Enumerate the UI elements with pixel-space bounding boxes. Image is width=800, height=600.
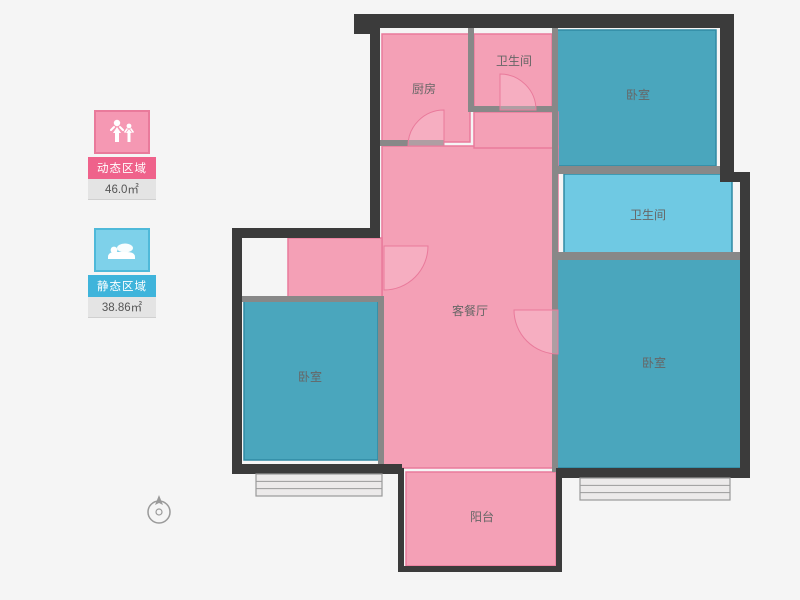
outer-wall-7 bbox=[398, 468, 404, 572]
label-balcony: 阳台 bbox=[470, 509, 494, 524]
outer-wall-11 bbox=[370, 28, 380, 238]
inner-wall-0 bbox=[468, 28, 474, 112]
outer-wall-4 bbox=[558, 468, 750, 478]
window-0 bbox=[256, 474, 382, 496]
outer-wall-5 bbox=[556, 468, 562, 572]
label-bedroom-2: 卧室 bbox=[642, 355, 666, 370]
label-bedroom-1: 卧室 bbox=[626, 87, 650, 102]
label-kitchen: 厨房 bbox=[412, 81, 436, 96]
label-bath-2: 卫生间 bbox=[630, 208, 666, 222]
outer-wall-0 bbox=[354, 14, 734, 28]
label-bedroom-3: 卧室 bbox=[298, 369, 322, 384]
inner-wall-3 bbox=[552, 28, 558, 472]
inner-wall-7 bbox=[242, 296, 382, 302]
label-living: 客餐厅 bbox=[452, 303, 488, 318]
room-hallway bbox=[288, 238, 382, 298]
outer-wall-12 bbox=[354, 14, 380, 34]
window-1 bbox=[580, 478, 730, 500]
outer-wall-10 bbox=[232, 228, 378, 238]
outer-wall-6 bbox=[398, 566, 562, 572]
floor-plan: 厨房卫生间卧室卫生间客餐厅卧室卧室阳台 bbox=[0, 0, 800, 600]
outer-wall-1 bbox=[720, 14, 734, 172]
label-bath-1: 卫生间 bbox=[496, 54, 532, 68]
outer-wall-8 bbox=[232, 464, 402, 474]
outer-wall-3 bbox=[740, 172, 750, 474]
inner-wall-4 bbox=[556, 166, 724, 174]
outer-wall-9 bbox=[232, 228, 242, 474]
inner-wall-6 bbox=[378, 296, 384, 468]
inner-wall-5 bbox=[556, 252, 746, 260]
room-living-ext bbox=[474, 112, 558, 148]
